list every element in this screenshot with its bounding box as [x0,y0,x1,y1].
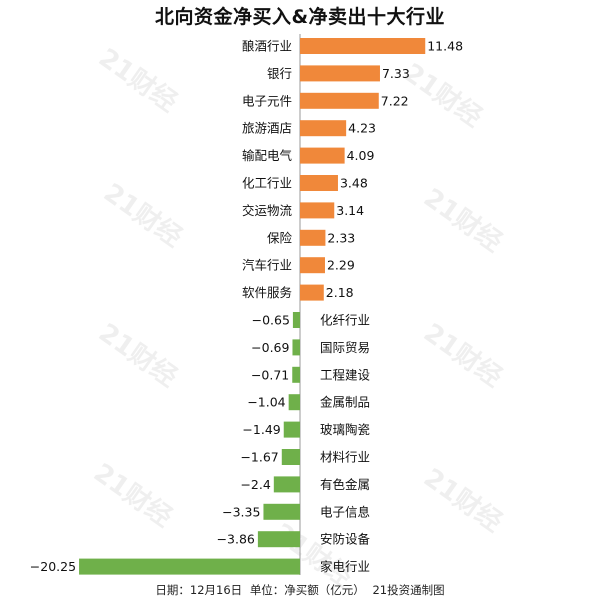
category-label: 软件服务 [242,285,292,300]
value-label: −3.86 [217,532,255,547]
bar [273,476,300,493]
value-label: −1.49 [242,422,280,437]
bar [263,503,300,520]
bar [300,147,345,164]
category-label: 旅游酒店 [242,121,292,136]
value-label: −1.67 [240,450,278,465]
bar [300,175,338,191]
value-label: −0.65 [252,313,290,328]
value-label: −0.69 [251,340,289,355]
value-label: −1.04 [247,395,285,410]
category-label: 输配电气 [242,148,293,163]
value-label: −0.71 [251,367,289,382]
category-label: 材料行业 [320,450,370,465]
bar [79,558,300,575]
bar [300,229,326,246]
category-label: 酿酒行业 [242,39,292,54]
category-label: 交运物流 [242,203,293,218]
bar [300,284,324,301]
category-label: 家电行业 [320,559,370,574]
category-label: 电子信息 [320,504,370,519]
bar [300,65,380,82]
bar [292,312,300,328]
bar [292,366,300,383]
category-label: 工程建设 [320,367,371,382]
category-label: 玻璃陶瓷 [320,422,370,437]
footer-source: 21投资通制图 [372,583,445,597]
value-label: 2.29 [327,258,355,273]
category-label: 化工行业 [242,176,292,191]
value-label: 3.14 [336,203,364,218]
category-label: 国际贸易 [320,340,370,355]
bar [300,257,325,274]
value-label: 4.23 [348,121,376,136]
bar [292,339,300,356]
value-label: 7.22 [381,93,409,108]
value-label: 2.18 [326,285,354,300]
category-label: 电子元件 [242,93,292,108]
value-label: 3.48 [340,176,368,191]
bar [283,421,300,438]
value-label: 2.33 [327,230,355,245]
bar [300,38,426,54]
category-label: 汽车行业 [242,258,292,273]
footer: 日期：12月16日 单位：净买额（亿元） 21投资通制图 [0,582,600,598]
chart-title: 北向资金净买入&净卖出十大行业 [154,6,446,28]
value-label: 11.48 [427,39,463,54]
category-label: 安防设备 [320,532,371,547]
value-label: 7.33 [382,66,410,81]
footer-date: 日期：12月16日 [155,583,243,597]
category-label: 金属制品 [320,395,370,410]
bar [300,92,379,109]
footer-unit: 单位：净买额（亿元） [249,583,365,597]
bar [300,202,335,219]
value-label: 4.09 [347,148,375,163]
category-label: 保险 [267,230,293,245]
bar [288,394,300,411]
bar [300,120,347,137]
category-label: 银行 [267,66,292,81]
category-label: 有色金属 [320,477,370,492]
value-label: −3.35 [222,504,260,519]
bar [257,531,300,548]
bar [281,449,300,465]
value-label: −20.25 [30,559,76,574]
category-label: 化纤行业 [320,313,370,328]
value-label: −2.4 [240,477,270,492]
